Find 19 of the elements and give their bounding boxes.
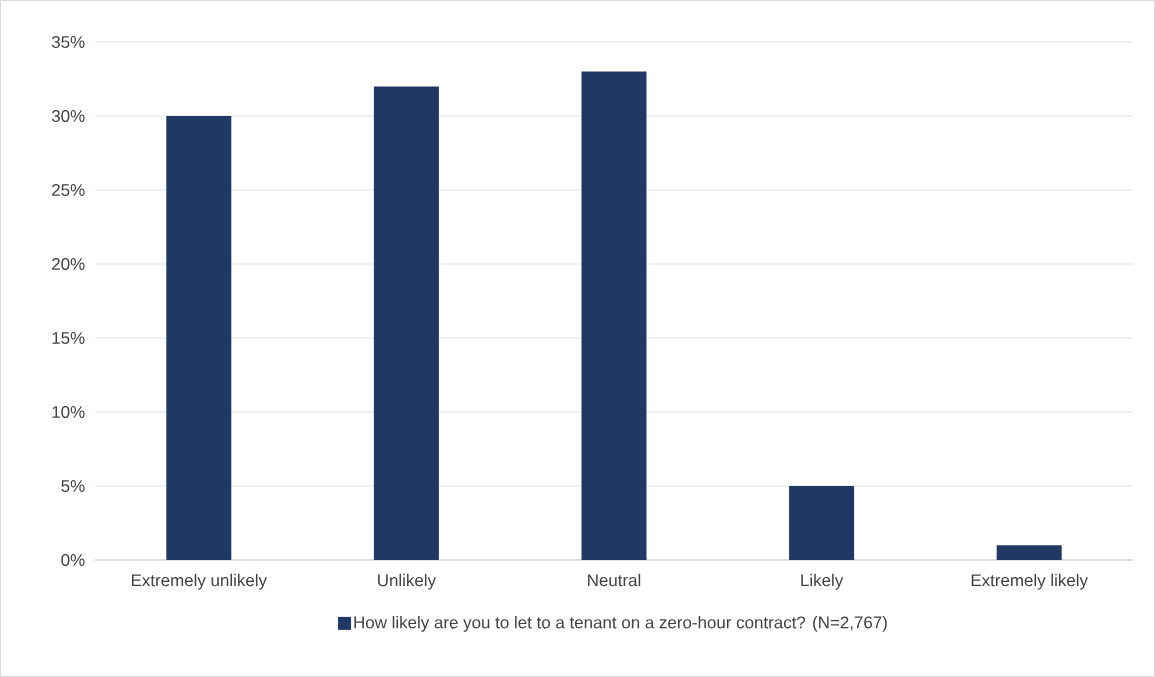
bar (581, 71, 647, 560)
x-tick-label: Likely (801, 573, 844, 590)
bar (789, 486, 855, 560)
bar (996, 545, 1062, 560)
x-tick-label: Extremely likely (971, 573, 1088, 590)
x-tick-label: Extremely unlikely (131, 573, 267, 590)
y-tick-label: 10% (52, 406, 85, 418)
y-tick-label: 15% (52, 332, 85, 344)
bar (373, 86, 439, 560)
y-tick-label: 0% (61, 554, 85, 566)
y-tick-label: 20% (52, 258, 85, 270)
y-tick-label: 5% (61, 480, 85, 492)
y-tick-label: 30% (51, 110, 85, 122)
bar (166, 116, 232, 560)
y-tick-label: 25% (52, 184, 85, 196)
legend-label: How likely are you to let to a tenant on a zero-hour contract? (N=2,767) (354, 616, 887, 632)
x-tick-label: Unlikely (378, 573, 436, 590)
x-tick-label: Neutral (588, 573, 641, 587)
y-tick-label: 35% (51, 36, 85, 48)
